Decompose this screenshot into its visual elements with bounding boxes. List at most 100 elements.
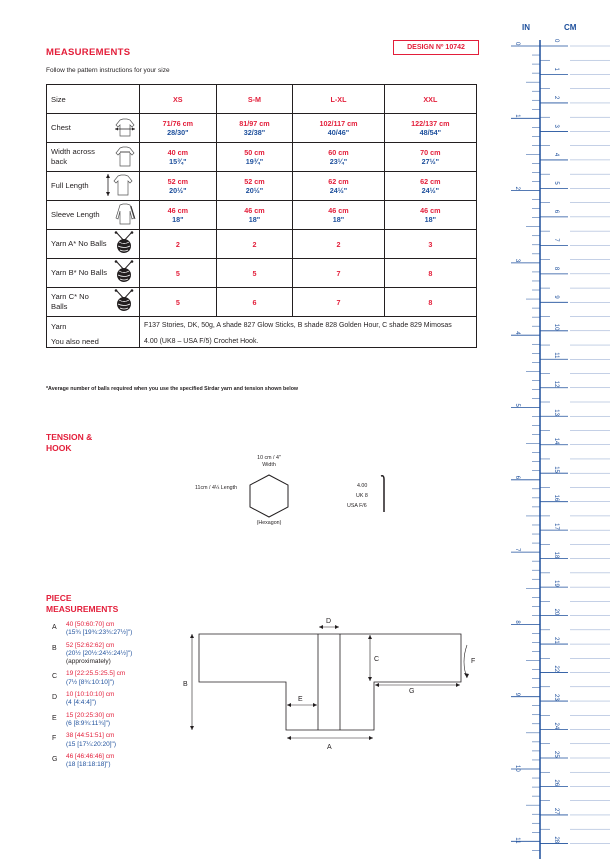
ruler-in-number: 0 xyxy=(514,42,520,46)
piece-item: F 38 [44:51:51] cm (15 [17¼:20:20]") xyxy=(52,732,132,749)
metric-value: 52 cm xyxy=(167,177,189,186)
ruler-cm-number: 4 xyxy=(553,153,559,157)
metric-value: 8 xyxy=(428,297,433,307)
garment-outline xyxy=(198,633,462,731)
piece-in: (15 [17¼:20:20]") xyxy=(66,740,117,748)
ruler-cm-number: 19 xyxy=(553,580,559,587)
ruler-cm-number: 26 xyxy=(553,779,559,786)
row-label: Yarn B* No Balls xyxy=(46,258,140,288)
metric-value: 52 cm xyxy=(244,177,265,186)
row-label-text: Yarn A* No Balls xyxy=(51,239,107,248)
metric-value: 6 xyxy=(252,297,257,307)
ruler-cm-number: 9 xyxy=(553,295,559,299)
dim-e-label: E xyxy=(298,696,303,703)
piece-measurements-title: PIECE MEASUREMENTS xyxy=(46,593,119,614)
piece-in: (6 [8:9¾:11¾]") xyxy=(66,719,111,727)
row-label-text: Yarn B* No Balls xyxy=(51,268,107,277)
ruler-cm-number: 8 xyxy=(553,267,559,271)
measurements-table: Size XS S-M L-XL XXL Chest 71/76 cm 28/30"… xyxy=(46,84,478,348)
yarn-ball-icon xyxy=(112,231,136,257)
tension-hook-title: TENSION & HOOK xyxy=(46,432,93,453)
value-cell: 81/97 cm 32/38" xyxy=(215,113,294,143)
dim-a-label: A xyxy=(327,744,332,751)
value-cell: 46 cm 18" xyxy=(292,200,385,230)
ruler-cm-number: 2 xyxy=(553,96,559,100)
table-header-row: Size XS S-M L-XL XXL xyxy=(46,84,478,114)
value-cell: 71/76 cm 28/30" xyxy=(139,113,217,143)
metric-value: 7 xyxy=(336,268,341,278)
ruler-in-number: 1 xyxy=(514,114,520,118)
length-label: 11cm / 4¼ Length xyxy=(195,485,238,491)
table-row: Full Length 52 cm 20½" 52 cm 20½" 62 cm 24½" 62… xyxy=(46,171,478,201)
table-row: Yarn C* No Balls 5 6 7 8 xyxy=(46,287,478,317)
measurements-title: MEASUREMENTS xyxy=(46,47,131,58)
value-cell: 3 xyxy=(383,229,478,259)
piece-cm: 15 [20:25:30] cm xyxy=(66,711,115,719)
table-row: Chest 71/76 cm 28/30" 81/97 cm 32/38" 102/117… xyxy=(46,113,478,143)
yarn-text: F137 Stories, DK, 50g, A shade 827 Glow … xyxy=(139,316,477,336)
hook-uk: UK 8 xyxy=(356,493,368,499)
ruler-cm-number: 21 xyxy=(553,637,559,644)
metric-value: 8 xyxy=(428,268,433,278)
ruler-cm-number: 1 xyxy=(553,67,559,71)
imperial-value: 24½" xyxy=(329,186,348,195)
piece-letter: F xyxy=(52,735,57,743)
value-cell: 46 cm 18" xyxy=(215,200,294,230)
imperial-value: 18" xyxy=(248,215,261,224)
hook-usa: USA F/6 xyxy=(347,503,367,509)
row-label-text: Yarn C* No Balls xyxy=(51,292,89,311)
table-row: Yarn A* No Balls 2 2 2 3 xyxy=(46,229,478,259)
row-label: Yarn A* No Balls xyxy=(46,229,140,259)
piece-letter: G xyxy=(52,755,58,763)
imperial-value: 23¼" xyxy=(329,157,348,166)
ruler-cm-number: 6 xyxy=(553,210,559,214)
value-cell: 70 cm 27½" xyxy=(383,142,478,172)
metric-value: 81/97 cm xyxy=(239,119,270,128)
value-cell: 6 xyxy=(215,287,294,317)
imperial-value: 32/38" xyxy=(243,128,266,137)
metric-value: 46 cm xyxy=(420,206,441,215)
metric-value: 2 xyxy=(252,239,257,249)
ruler-cm-number: 13 xyxy=(553,409,559,416)
row-label-text: Width across back xyxy=(51,147,95,166)
size-header-cell: S-M xyxy=(215,84,294,114)
tension-diagram: 10 cm / 4" Width 11cm / 4¼ Length (Hexag… xyxy=(195,455,405,535)
ruler-in-number: 8 xyxy=(514,620,520,624)
value-cell: 7 xyxy=(292,287,385,317)
imperial-value: 20½" xyxy=(245,186,264,195)
imperial-value: 15¾" xyxy=(169,157,187,166)
ruler-in-number: 3 xyxy=(514,259,520,263)
imperial-value: 28/30" xyxy=(167,128,189,137)
piece-item: E 15 [20:25:30] cm (6 [8:9¾:11¾]") xyxy=(52,712,132,729)
piece-item: C 19 [22:25.5:25.5] cm (7½ [8¾:10:10]") xyxy=(52,670,132,687)
dim-c-label: C xyxy=(374,656,379,663)
piece-letter: A xyxy=(52,624,57,631)
row-label-text: Chest xyxy=(51,123,71,132)
piece-item: G 46 [46:46:46] cm (18 [18:18:18]") xyxy=(52,753,132,770)
imperial-value: 18" xyxy=(332,215,345,224)
piece-in: (7½ [8¾:10:10]") xyxy=(66,678,115,686)
piece-item: A 40 [50:60:70] cm (15¾ [19¾:23¾:27½]") xyxy=(52,621,132,638)
back-width-icon xyxy=(114,145,136,169)
value-cell: 62 cm 24½" xyxy=(292,171,385,201)
also-need-label: You also need xyxy=(46,335,140,348)
yarn-ball-icon xyxy=(112,260,136,286)
ruler-cm-number: 3 xyxy=(553,124,559,128)
value-cell: 62 cm 24½" xyxy=(383,171,478,201)
table-row: Sleeve Length 46 cm 18" 46 cm 18" 46 cm 18" 46 … xyxy=(46,200,478,230)
metric-value: 46 cm xyxy=(328,206,349,215)
imperial-value: 40/46" xyxy=(327,128,350,137)
crochet-hook-icon xyxy=(380,475,385,512)
piece-letter: E xyxy=(52,714,57,722)
metric-value: 5 xyxy=(252,268,257,278)
ruler-cm-number: 11 xyxy=(553,352,559,359)
piece-in: (15¾ [19¾:23¾:27½]") xyxy=(66,629,133,637)
piece-diagram: A B C D E F G xyxy=(183,618,475,751)
ruler-cm-label: CM xyxy=(564,23,577,32)
ruler-cm-number: 10 xyxy=(553,324,559,331)
piece-in: (20½ [20½:24½:24½]") xyxy=(66,649,133,657)
width-label: 10 cm / 4" Width xyxy=(257,455,281,468)
dim-f-arc xyxy=(463,644,468,679)
row-label: Chest xyxy=(46,113,140,143)
also-need-text: 4.00 (UK8 – USA F/5) Crochet Hook. xyxy=(139,335,477,348)
